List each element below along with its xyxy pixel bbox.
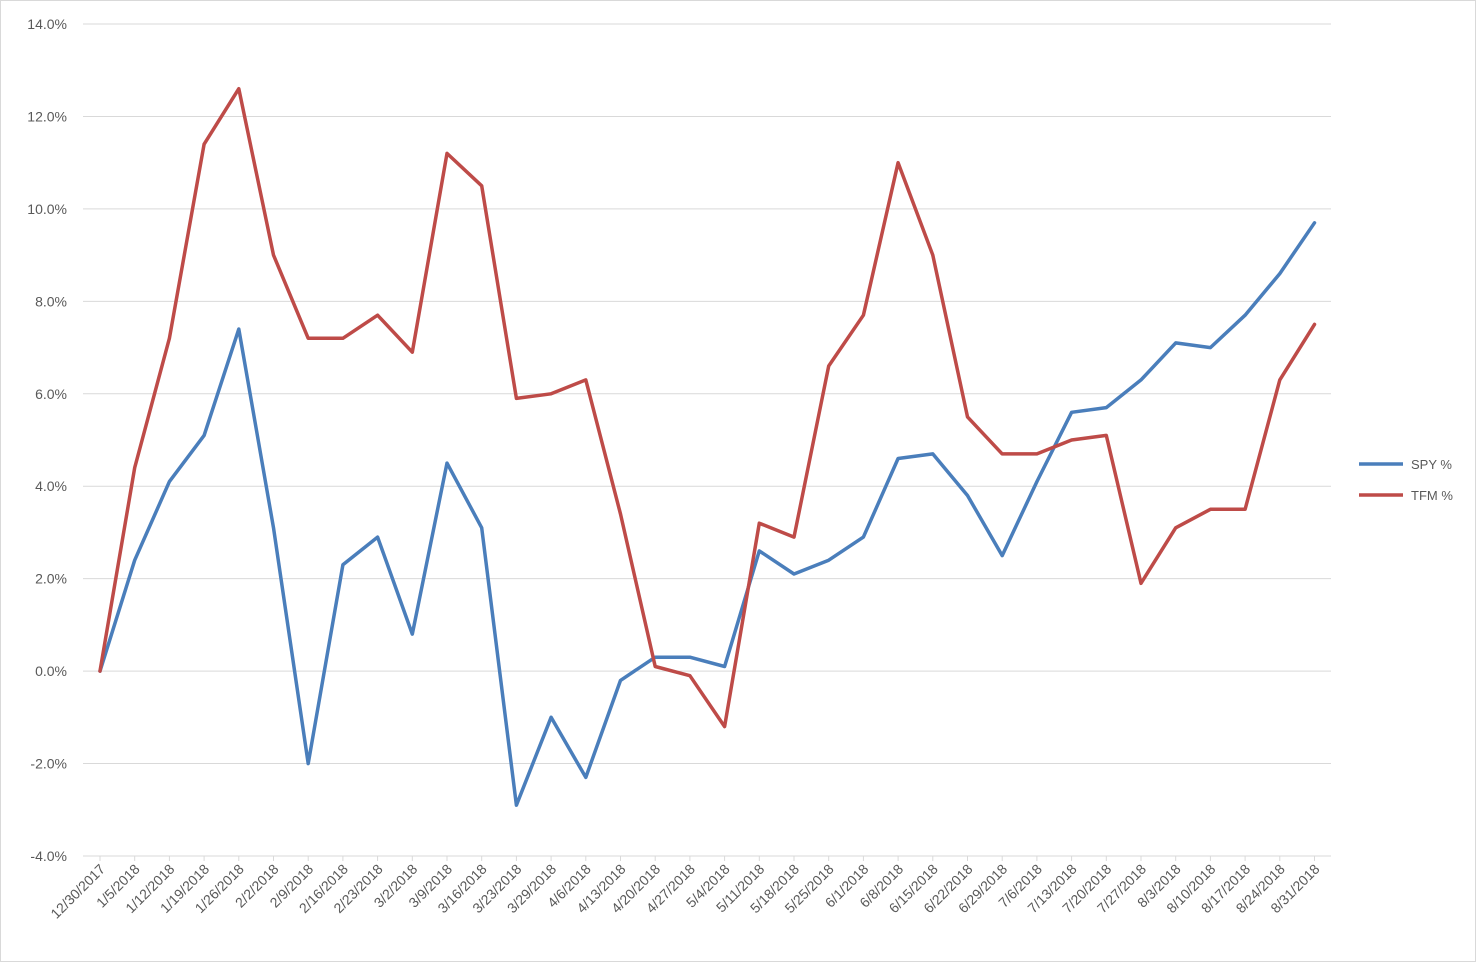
data-point — [1174, 526, 1177, 530]
y-tick-label: -2.0% — [30, 756, 67, 772]
data-point — [966, 494, 969, 497]
data-point — [1278, 378, 1282, 382]
data-point — [272, 526, 275, 530]
data-point — [619, 679, 622, 682]
gridlines — [83, 23, 1331, 857]
data-point — [202, 142, 206, 146]
data-point — [1105, 406, 1108, 409]
y-tick-label: 6.0% — [35, 386, 67, 402]
data-point — [584, 776, 587, 779]
data-point — [688, 674, 692, 677]
legend-label: SPY % — [1411, 457, 1452, 472]
data-point — [376, 535, 379, 539]
y-axis-ticks: -4.0% -2.0% 0.0% 2.0% 4.0% 6.0% 8.0% 10.0% 12.0%… — [27, 16, 67, 864]
x-tick-label: 12/30/2017 — [47, 861, 108, 922]
data-point — [723, 725, 726, 728]
data-point — [1174, 341, 1177, 345]
data-point — [1035, 480, 1039, 483]
data-point — [480, 526, 483, 530]
data-point — [411, 350, 414, 354]
data-point — [827, 364, 830, 368]
data-point — [237, 87, 240, 90]
data-point — [98, 669, 102, 673]
data-point — [688, 656, 692, 659]
data-point — [202, 434, 206, 437]
data-point — [411, 632, 414, 636]
data-point — [1070, 411, 1073, 414]
data-point — [133, 558, 136, 562]
series-line-tfm — [98, 86, 1317, 729]
data-point — [272, 253, 275, 257]
data-point — [827, 558, 830, 562]
data-point — [931, 452, 934, 456]
data-point — [584, 378, 587, 382]
data-point — [654, 665, 657, 668]
data-point — [1139, 378, 1143, 382]
series-line-spy — [98, 221, 1317, 807]
x-axis: 12/30/20171/5/20181/12/20181/19/20181/26… — [47, 855, 1331, 922]
data-point — [1313, 221, 1316, 224]
data-point — [515, 803, 518, 807]
data-point — [931, 253, 934, 257]
series-lines — [98, 86, 1317, 807]
data-point — [480, 184, 483, 187]
data-point — [723, 665, 726, 668]
data-point — [445, 152, 449, 155]
data-point — [1035, 452, 1039, 456]
data-point — [1243, 314, 1247, 317]
legend: SPY % TFM % — [1359, 457, 1453, 503]
data-point — [1001, 452, 1004, 456]
data-point — [1278, 272, 1282, 275]
data-point — [792, 535, 796, 539]
data-point — [1209, 346, 1212, 349]
data-point — [237, 327, 240, 331]
data-point — [1070, 438, 1073, 442]
data-point — [549, 392, 553, 395]
data-point — [1105, 434, 1108, 437]
y-tick-label: -4.0% — [30, 848, 67, 864]
y-tick-label: 2.0% — [35, 571, 67, 587]
legend-label: TFM % — [1411, 488, 1453, 503]
data-point — [1243, 508, 1247, 511]
data-point — [307, 337, 310, 340]
y-tick-label: 0.0% — [35, 663, 67, 679]
data-point — [619, 512, 622, 516]
data-point — [515, 397, 518, 400]
y-tick-label: 8.0% — [35, 293, 67, 309]
data-point — [896, 161, 900, 164]
data-point — [758, 522, 761, 525]
data-point — [445, 461, 449, 465]
data-point — [1209, 508, 1212, 511]
data-point — [862, 535, 865, 539]
data-point — [1001, 554, 1004, 557]
data-point — [307, 762, 310, 765]
data-point — [133, 466, 136, 469]
y-tick-label: 4.0% — [35, 478, 67, 494]
y-tick-label: 12.0% — [27, 108, 67, 124]
data-point — [341, 563, 345, 566]
data-point — [758, 549, 761, 553]
data-point — [792, 572, 796, 576]
data-point — [1139, 582, 1143, 585]
data-point — [862, 314, 865, 317]
y-tick-label: 14.0% — [27, 16, 67, 32]
data-point — [1313, 323, 1316, 326]
data-point — [168, 337, 171, 340]
data-point — [341, 337, 345, 340]
data-point — [896, 457, 900, 460]
y-tick-label: 10.0% — [27, 201, 67, 217]
data-point — [966, 415, 969, 419]
data-point — [549, 716, 553, 719]
data-point — [168, 480, 171, 483]
data-point — [376, 314, 379, 317]
